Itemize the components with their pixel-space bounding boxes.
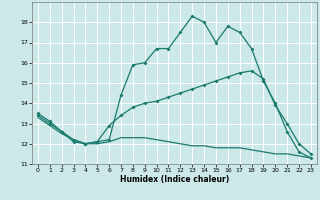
X-axis label: Humidex (Indice chaleur): Humidex (Indice chaleur) (120, 175, 229, 184)
